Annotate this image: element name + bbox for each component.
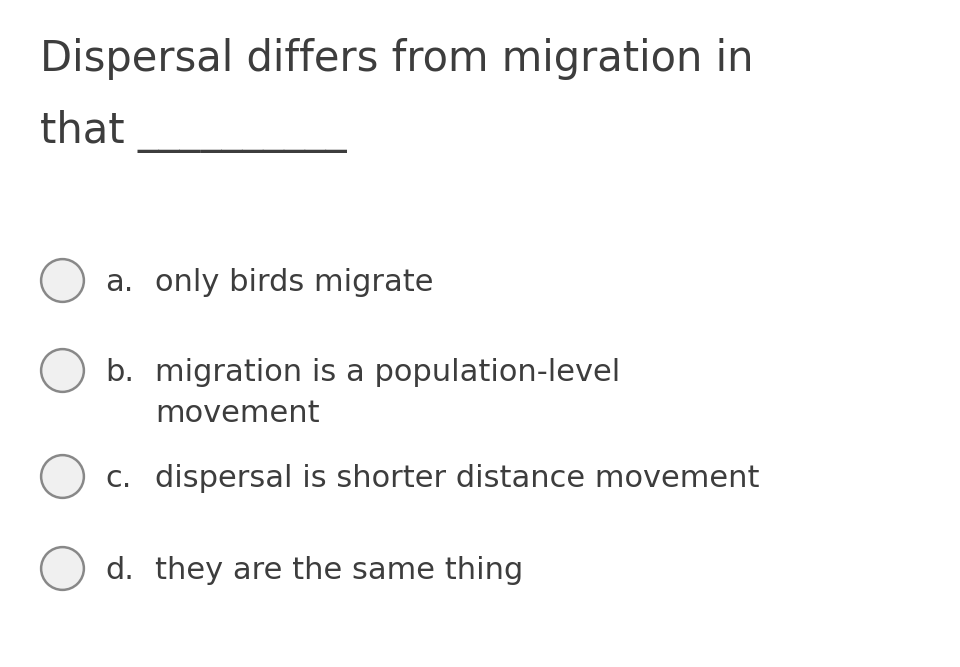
Text: a.: a. <box>105 268 133 297</box>
Point <box>55 471 70 482</box>
Text: dispersal is shorter distance movement: dispersal is shorter distance movement <box>155 464 759 493</box>
Text: d.: d. <box>105 556 133 585</box>
Text: they are the same thing: they are the same thing <box>155 556 523 585</box>
Text: c.: c. <box>105 464 132 493</box>
Text: migration is a population-level
movement: migration is a population-level movement <box>155 358 620 428</box>
Text: that __________: that __________ <box>40 110 347 153</box>
Point <box>55 365 70 376</box>
Point <box>55 275 70 285</box>
Text: b.: b. <box>105 358 134 387</box>
Text: only birds migrate: only birds migrate <box>155 268 434 297</box>
Point <box>55 563 70 574</box>
Text: Dispersal differs from migration in: Dispersal differs from migration in <box>40 38 754 80</box>
